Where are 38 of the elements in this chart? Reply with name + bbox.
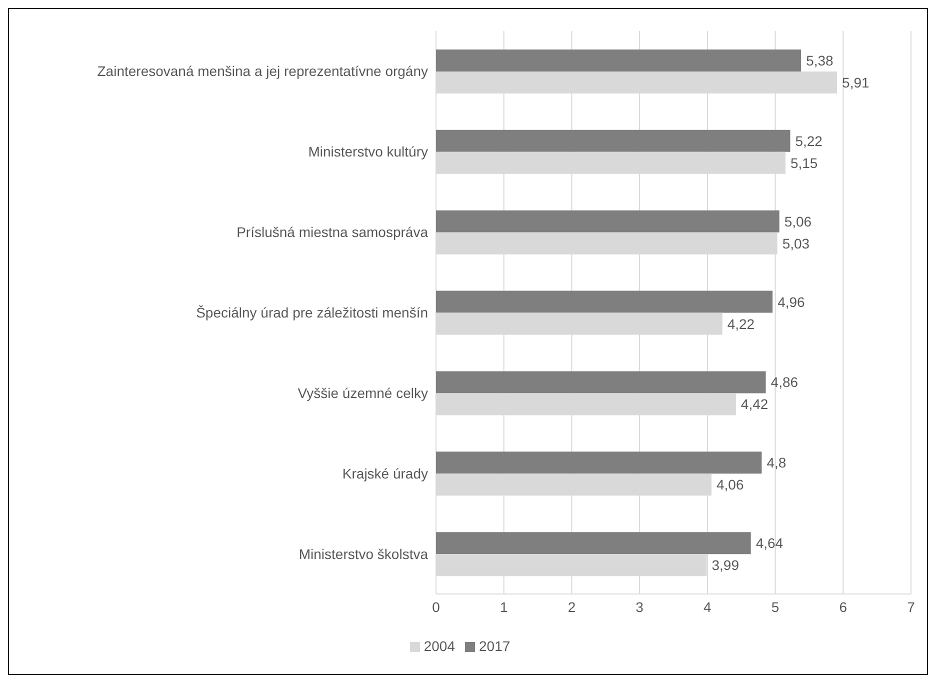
data-label: 4,8 — [766, 454, 786, 471]
x-tick-label: 2 — [568, 598, 576, 615]
y-tick-label: Zainteresovaná menšina a jej reprezentatívne orgány — [97, 63, 428, 80]
bar — [436, 371, 766, 394]
data-label: 4,64 — [756, 535, 784, 552]
data-label: 4,22 — [727, 316, 755, 332]
y-tick-label: Ministerstvo kultúry — [308, 144, 428, 160]
x-tick-label: 0 — [432, 598, 440, 615]
data-label: 4,06 — [716, 476, 744, 493]
bar — [436, 130, 790, 152]
bar — [436, 532, 751, 554]
data-label: 5,06 — [784, 213, 812, 230]
data-label: 5,22 — [795, 132, 823, 149]
bar — [436, 50, 802, 72]
data-label: 5,03 — [782, 235, 810, 252]
legend-label: 2004 — [424, 638, 455, 654]
x-tick-label: 6 — [839, 598, 848, 615]
y-tick-label: Krajské úrady — [342, 465, 428, 482]
bar — [436, 452, 762, 474]
bar — [436, 290, 773, 313]
legend-label: 2017 — [479, 638, 510, 654]
y-tick-label: Ministerstvo školstva — [298, 546, 428, 562]
y-tick-label: Príslušná miestna samospráva — [236, 224, 428, 240]
data-label: 3,99 — [712, 557, 740, 574]
y-tick-label: Špeciálny úrad pre záležitosti menšín — [196, 304, 428, 320]
data-label: 4,96 — [778, 294, 806, 310]
x-tick-label: 7 — [907, 598, 916, 615]
data-label: 5,15 — [790, 154, 818, 171]
data-label: 5,38 — [806, 52, 834, 68]
x-tick-label: 1 — [500, 598, 508, 615]
data-label: 4,42 — [740, 396, 768, 412]
data-label: 4,86 — [770, 374, 798, 390]
y-tick-label: Vyššie územné celky — [298, 384, 428, 401]
x-tick-label: 4 — [704, 598, 712, 615]
bar — [436, 210, 780, 232]
x-tick-label: 3 — [636, 598, 644, 615]
data-label: 5,91 — [842, 74, 870, 90]
x-tick-label: 5 — [771, 598, 780, 615]
